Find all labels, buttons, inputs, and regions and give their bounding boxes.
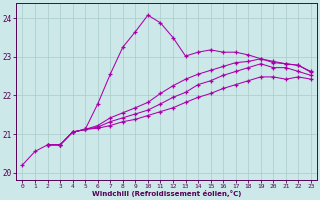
X-axis label: Windchill (Refroidissement éolien,°C): Windchill (Refroidissement éolien,°C) — [92, 190, 241, 197]
